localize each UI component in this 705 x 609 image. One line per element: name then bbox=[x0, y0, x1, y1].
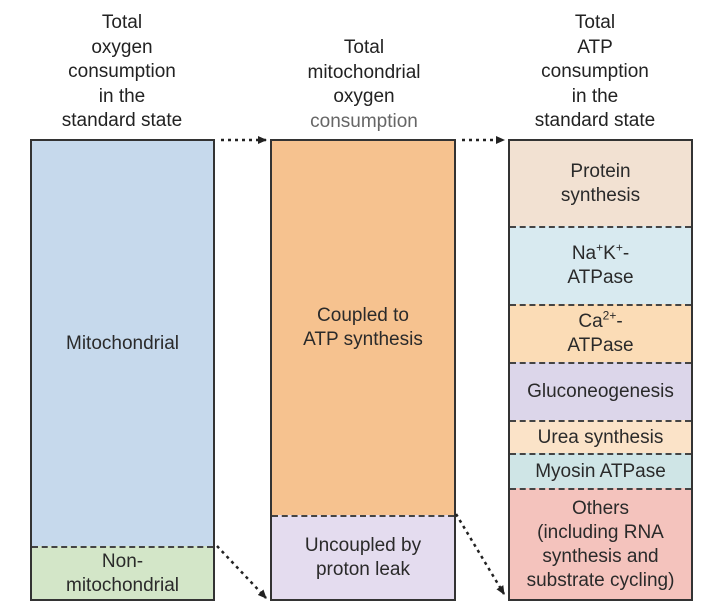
segment-coupled-atp: Coupled to ATP synthesis bbox=[272, 141, 454, 515]
segment-mitochondrial: Mitochondrial bbox=[32, 141, 213, 546]
header-total-atp: Total ATP consumption in the standard st… bbox=[502, 11, 688, 134]
segment-non-mitochondrial: Non- mitochondrial bbox=[32, 546, 213, 599]
header-mitochondrial-oxygen: Total mitochondrial oxygen consumption bbox=[272, 36, 456, 134]
header-total-oxygen: Total oxygen consumption in the standard… bbox=[30, 11, 214, 134]
column-total-atp: Protein synthesis Na+K+- ATPase Ca2+- AT… bbox=[508, 139, 693, 601]
label-coupled-2: ATP synthesis bbox=[303, 329, 423, 350]
label-nak-1: Na+K+- bbox=[571, 240, 630, 264]
header-right-line: ATP bbox=[577, 36, 613, 58]
label-others-1: Others bbox=[571, 497, 630, 519]
label-protein-2: synthesis bbox=[560, 184, 641, 206]
label-others-2: (including RNA bbox=[537, 521, 664, 543]
label-nak-2: ATPase bbox=[567, 267, 634, 288]
label-others-3: synthesis and bbox=[542, 545, 659, 567]
label-others-4: substrate cycling) bbox=[526, 569, 675, 591]
header-left-line: in the bbox=[98, 85, 146, 107]
column-total-oxygen: Mitochondrial Non- mitochondrial bbox=[30, 139, 215, 601]
label-urea: Urea synthesis bbox=[537, 426, 664, 448]
header-right-line: consumption bbox=[541, 61, 649, 82]
header-middle-line: consumption bbox=[310, 110, 418, 132]
label-gluconeogenesis: Gluconeogenesis bbox=[527, 381, 674, 402]
label-uncoupled-2: proton leak bbox=[315, 559, 410, 580]
label-protein-1: Protein bbox=[570, 160, 631, 182]
label-non-mitochondrial-2: mitochondrial bbox=[66, 574, 179, 596]
label-mitochondrial: Mitochondrial bbox=[66, 332, 179, 354]
segment-gluconeogenesis: Gluconeogenesis bbox=[510, 362, 691, 420]
column-mitochondrial-oxygen: Coupled to ATP synthesis Uncoupled by pr… bbox=[270, 139, 456, 601]
label-coupled-1: Coupled to bbox=[317, 305, 409, 326]
segment-urea-synthesis: Urea synthesis bbox=[510, 420, 691, 453]
header-left-line: Total bbox=[101, 12, 143, 33]
label-ca-2: ATPase bbox=[567, 335, 634, 356]
arrow-bottom-left bbox=[216, 545, 267, 599]
segment-protein-synthesis: Protein synthesis bbox=[510, 141, 691, 226]
header-left-line: standard state bbox=[61, 110, 183, 131]
header-left-line: consumption bbox=[68, 61, 176, 82]
header-middle-line: oxygen bbox=[333, 86, 395, 107]
segment-myosin-atpase: Myosin ATPase bbox=[510, 453, 691, 488]
label-non-mitochondrial-1: Non- bbox=[101, 550, 144, 572]
segment-nak-atpase: Na+K+- ATPase bbox=[510, 226, 691, 304]
header-middle-line: Total bbox=[343, 37, 385, 58]
label-ca-1: Ca2+- bbox=[578, 308, 623, 332]
header-right-line: Total bbox=[574, 12, 616, 33]
header-left-line: oxygen bbox=[91, 36, 153, 58]
arrow-bottom-right bbox=[454, 513, 506, 595]
header-middle-line: mitochondrial bbox=[307, 61, 421, 83]
header-right-line: standard state bbox=[534, 110, 656, 131]
label-myosin: Myosin ATPase bbox=[535, 460, 666, 482]
segment-ca-atpase: Ca2+- ATPase bbox=[510, 304, 691, 362]
segment-uncoupled-leak: Uncoupled by proton leak bbox=[272, 515, 454, 599]
label-uncoupled-1: Uncoupled by bbox=[304, 535, 422, 556]
segment-others: Others (including RNA synthesis and subs… bbox=[510, 488, 691, 599]
header-right-line: in the bbox=[571, 85, 619, 107]
